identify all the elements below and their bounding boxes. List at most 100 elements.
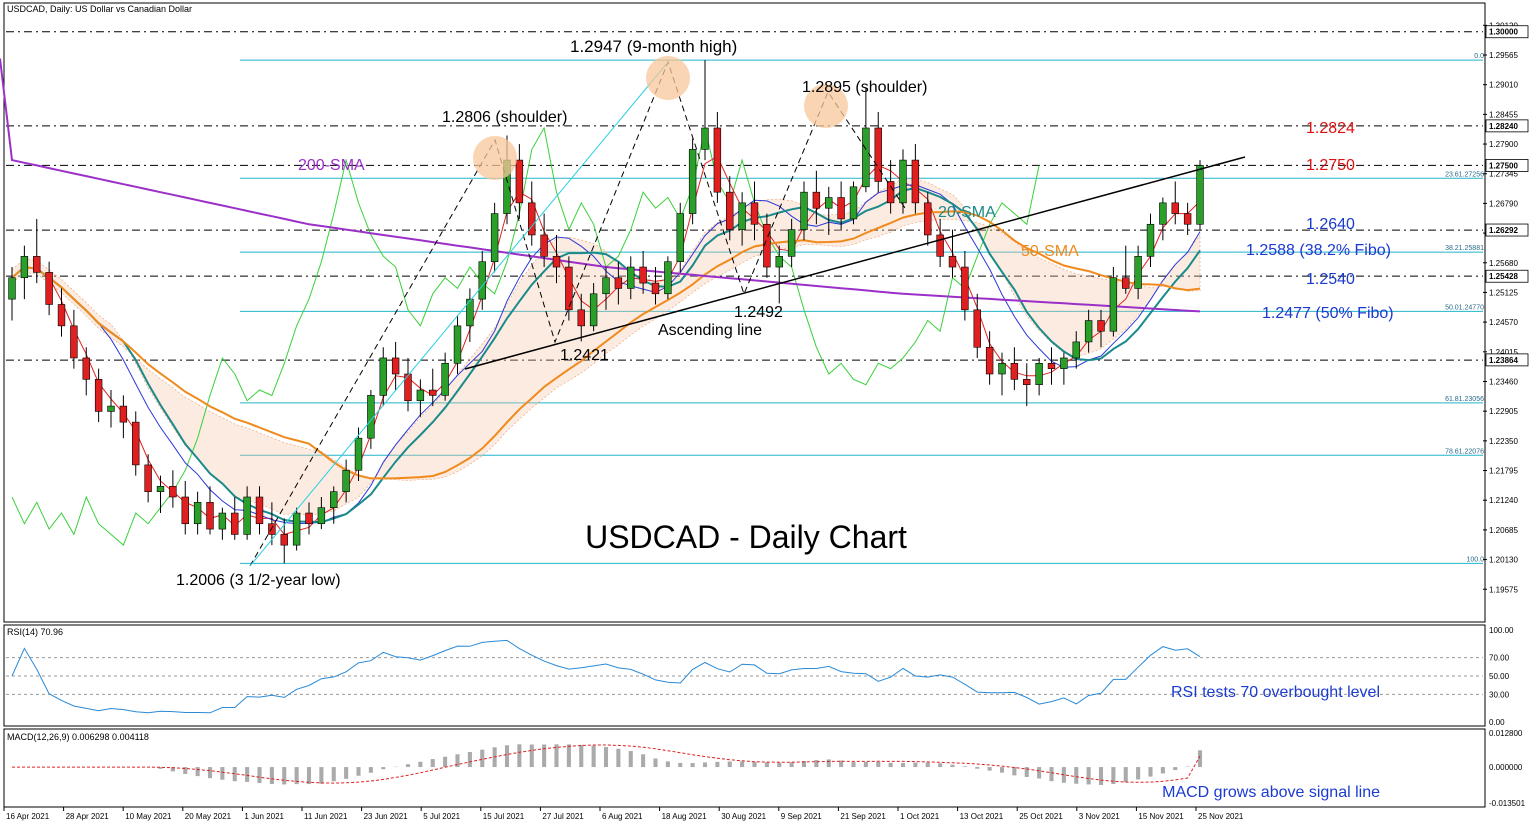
- annotation-label: 1.2895 (shoulder): [802, 79, 927, 96]
- candle-body: [1010, 363, 1019, 380]
- annotation-label: 1.2947 (9-month high): [570, 37, 737, 56]
- time-tick-label: 11 Jun 2021: [304, 812, 348, 821]
- candle-body: [1159, 202, 1167, 225]
- candle-body: [1196, 165, 1204, 225]
- candle-body: [911, 159, 920, 204]
- macd-level-label: 0.012800: [1489, 729, 1523, 738]
- annotation-label: 1.2806 (shoulder): [442, 109, 567, 126]
- candle-body: [119, 405, 128, 423]
- price-tick-label: 1.24570: [1489, 318, 1518, 327]
- fibo-label: 38.21.25881: [1445, 245, 1484, 252]
- candle-body: [973, 309, 981, 348]
- annotation-label: 1.2492: [734, 304, 783, 321]
- rsi-label: RSI(14) 70.96: [7, 627, 63, 637]
- macd-level-label: -0.013501: [1489, 799, 1526, 808]
- chart-header-title: USDCAD, Daily: US Dollar vs Canadian Dol…: [7, 4, 192, 14]
- time-tick-label: 13 Oct 2021: [960, 812, 1004, 821]
- candle-body: [849, 186, 858, 220]
- time-tick-label: 25 Oct 2021: [1019, 812, 1063, 821]
- time-tick-label: 15 Nov 2021: [1138, 812, 1184, 821]
- candle-body: [1035, 363, 1043, 385]
- candle-body: [169, 486, 177, 498]
- candle-body: [144, 464, 152, 492]
- candle-body: [886, 181, 895, 204]
- candle-body: [1122, 277, 1130, 289]
- time-axis: 16 Apr 2021 28 Apr 2021 10 May 2021 20 May …: [3, 807, 1244, 821]
- price-tick-label: 1.19575: [1489, 585, 1518, 594]
- candle-body: [1023, 379, 1031, 385]
- time-tick-label: 27 Jul 2021: [542, 812, 584, 821]
- fibo-anchor-line: [249, 61, 669, 567]
- candle-body: [416, 389, 425, 402]
- candle-body: [8, 277, 16, 300]
- price-level-label: 1.30000: [1489, 28, 1518, 37]
- rsi-level-label: 100.00: [1489, 626, 1514, 635]
- sma20-line: [11, 186, 1201, 524]
- fibo-label: 61.81.23056: [1445, 396, 1484, 403]
- candle-body: [552, 256, 561, 268]
- time-tick-label: 28 Apr 2021: [66, 812, 110, 821]
- time-tick-label: 25 Nov 2021: [1198, 812, 1244, 821]
- candle-body: [602, 277, 610, 295]
- sma50-line: [11, 210, 1201, 480]
- candle-body: [664, 261, 672, 295]
- candle-body: [429, 389, 437, 396]
- price-level-box: [1485, 25, 1529, 39]
- drawings: [249, 56, 1246, 567]
- time-tick-label: 23 Jun 2021: [364, 812, 409, 821]
- candle-body: [453, 325, 462, 364]
- candle-body: [688, 149, 697, 214]
- price-tick-label: 1.20685: [1489, 526, 1518, 535]
- price-level-box: [1485, 119, 1529, 133]
- price-tick-label: 1.29010: [1489, 81, 1518, 90]
- price-tick-label: 1.23460: [1489, 377, 1518, 386]
- candle-body: [899, 159, 907, 204]
- price-level-label: 1.28240: [1489, 122, 1518, 131]
- candle-body: [478, 261, 486, 300]
- candle-body: [862, 127, 870, 188]
- candle-body: [1047, 363, 1056, 369]
- candle-body: [20, 256, 29, 279]
- rsi-level-label: 0.00: [1489, 718, 1505, 727]
- candle-body: [156, 486, 165, 492]
- candle-body: [231, 512, 239, 535]
- time-tick-label: 10 May 2021: [125, 812, 172, 821]
- candle-body: [775, 256, 783, 268]
- candle-body: [998, 363, 1006, 375]
- pattern-highlight: [646, 56, 690, 100]
- candle-body: [787, 229, 796, 257]
- annotation-label: 1.2006 (3 1/2-year low): [176, 572, 341, 589]
- annotation-label: Ascending line: [658, 322, 762, 339]
- candle-body: [515, 159, 524, 204]
- candle-body: [490, 213, 499, 262]
- price-level-label: 1.25428: [1489, 272, 1518, 281]
- candle-body: [441, 363, 449, 396]
- candle-body: [589, 293, 598, 327]
- candle-body: [812, 191, 821, 209]
- price-level-box: [1485, 159, 1529, 172]
- rsi-level-label: 70.00: [1489, 654, 1510, 663]
- price-tick-label: 1.25125: [1489, 288, 1518, 297]
- time-tick-label: 5 Jul 2021: [423, 812, 460, 821]
- price-level-label: 1.26292: [1489, 226, 1518, 235]
- candle-body: [837, 197, 845, 220]
- price-level-box: [1485, 223, 1529, 237]
- candle-body: [317, 507, 326, 525]
- annotation-label: 1.2477 (50% Fibo): [1262, 305, 1394, 322]
- time-tick-label: 6 Aug 2021: [602, 812, 643, 821]
- macd-signal-line: [12, 744, 1201, 784]
- time-tick-label: 18 Aug 2021: [662, 812, 707, 821]
- candle-body: [94, 379, 103, 412]
- price-tick-label: 1.22350: [1489, 437, 1518, 446]
- candle-body: [985, 346, 994, 375]
- rsi-panel: 100.00 70.00 50.00 30.00 0.00: [6, 626, 1514, 727]
- price-level-label: 1.23864: [1489, 356, 1518, 365]
- candle-body: [354, 437, 363, 471]
- price-tick-label: 1.28455: [1489, 110, 1518, 119]
- candle-body: [268, 523, 276, 535]
- annotation-label: 1.2540: [1306, 271, 1355, 288]
- rsi-note: RSI tests 70 overbought level: [1171, 684, 1380, 701]
- candle-body: [1171, 202, 1179, 214]
- candle-body: [243, 496, 251, 535]
